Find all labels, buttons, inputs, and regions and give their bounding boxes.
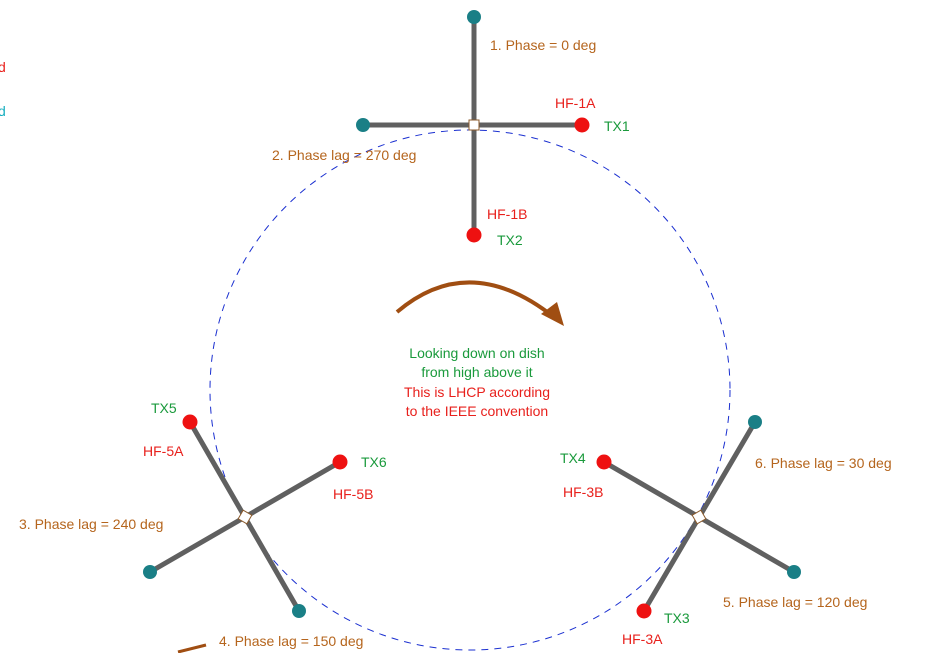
hub-top [468,119,480,131]
dipole-cross-right [596,415,801,619]
tx-label-2: TX2 [497,232,523,248]
phase-label-2: 2. Phase lag = 270 deg [272,147,416,163]
feed-label-hf1b: HF-1B [487,206,527,222]
tx-label-6: TX6 [361,454,387,470]
feed-point-hf1a [574,117,590,133]
dipole-end-left [143,565,157,579]
feed-point-hf3b [596,454,612,470]
dipole-end-top [748,415,762,429]
feed-label-hf3a: HF-3A [622,631,663,647]
phase-label-3: 3. Phase lag = 240 deg [19,516,163,532]
feed-label-hf3b: HF-3B [563,484,603,500]
center-note-line-1: Looking down on dish [409,345,544,361]
rotation-arrowhead [541,302,564,326]
tx-label-5: TX5 [151,400,177,416]
feed-point-hf5a [182,414,198,430]
center-note: Looking down on dish from high above it … [404,345,550,419]
phase-label-1: 1. Phase = 0 deg [490,37,596,53]
dipole-end-top [467,10,481,24]
phase-label-5: 5. Phase lag = 120 deg [723,594,867,610]
center-note-line-3: This is LHCP according [404,384,550,400]
feed-label-hf5a: HF-5A [143,443,184,459]
dipole-end-bottom [292,604,306,618]
phase-label-4: 4. Phase lag = 150 deg [219,633,363,649]
dipole-end-right [787,565,801,579]
legend-partial-cyan: d [0,103,6,119]
rotation-arrow [395,280,557,320]
feed-label-hf1a: HF-1A [555,95,596,111]
dipole-end-left [356,118,370,132]
tx-label-3: TX3 [664,610,690,626]
center-note-line-4: to the IEEE convention [406,403,548,419]
feed-point-hf5b [332,454,348,470]
hub-right [691,509,707,525]
hub-left [237,509,253,525]
rotation-arrow-fragment [177,643,207,653]
legend-partial-red: d [0,59,6,75]
tx-label-1: TX1 [604,118,630,134]
tx-label-4: TX4 [560,450,586,466]
feed-point-hf1b [466,227,482,243]
dipole-cross-top [356,10,590,243]
center-note-line-2: from high above it [421,364,532,380]
dipole-cross-left [143,414,348,618]
feed-point-hf3a [636,603,652,619]
phase-label-6: 6. Phase lag = 30 deg [755,455,892,471]
feed-label-hf5b: HF-5B [333,486,373,502]
